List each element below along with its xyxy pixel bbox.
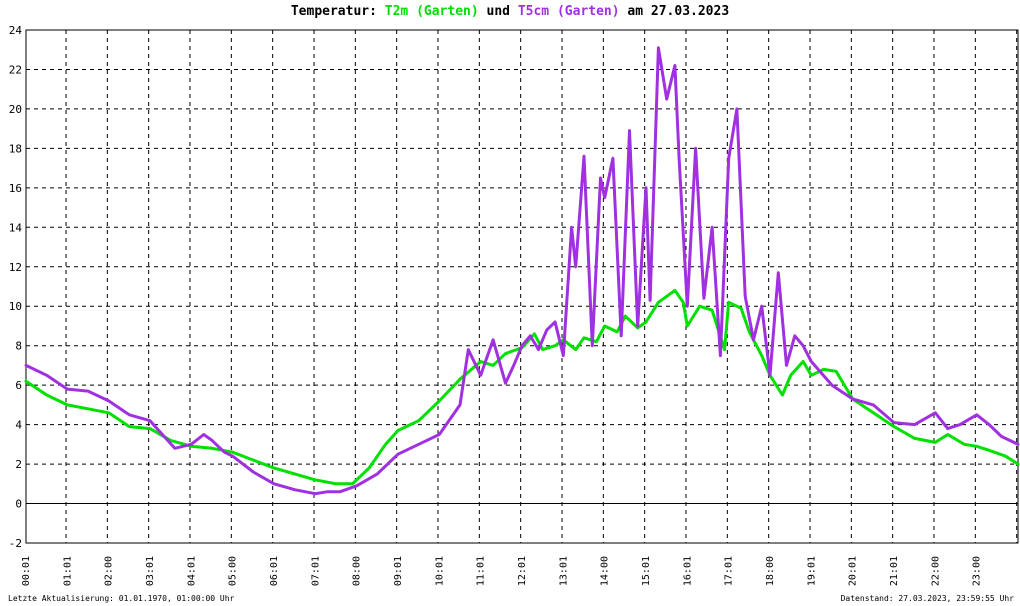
title-date: am 27.03.2023	[627, 4, 730, 19]
y-tick-label: 14	[9, 221, 23, 234]
x-tick-label: 17:01	[724, 556, 735, 586]
title-connector: und	[486, 4, 510, 19]
title-series1-label: T2m (Garten)	[384, 4, 479, 19]
x-tick-label: 02:00	[104, 556, 115, 586]
x-tick-label: 20:01	[848, 556, 859, 586]
x-tick-label: 04:01	[186, 556, 197, 586]
y-tick-label: 10	[9, 300, 22, 313]
plot-frame	[25, 29, 1019, 544]
x-tick-label: 14:00	[600, 556, 611, 586]
x-tick-label: 11:01	[476, 556, 487, 586]
x-tick-label: 15:01	[641, 556, 652, 586]
x-tick-label: 06:01	[269, 556, 280, 586]
y-tick-label: 2	[15, 458, 22, 471]
x-tick-label: 16:01	[682, 556, 693, 586]
y-tick-label: -2	[9, 537, 22, 550]
x-tick-label: 23:00	[972, 556, 983, 586]
t2m-series-line	[24, 288, 1020, 486]
x-tick-label: 00:01	[21, 556, 32, 586]
x-tick-label: 01:01	[62, 556, 73, 586]
y-tick-label: 6	[15, 379, 22, 392]
x-tick-label: 19:01	[806, 556, 817, 586]
y-tick-label: 22	[9, 63, 22, 76]
footer-last-update: Letzte Aktualisierung: 01.01.1970, 01:00…	[8, 594, 235, 603]
x-tick-label: 10:01	[434, 556, 445, 586]
x-tick-label: 21:01	[889, 556, 900, 586]
x-tick-label: 09:01	[393, 556, 404, 586]
footer-data-status: Datenstand: 27.03.2023, 23:59:55 Uhr	[840, 594, 1014, 603]
x-tick-label: 05:00	[228, 556, 239, 586]
x-tick-label: 13:01	[558, 556, 569, 586]
x-tick-label: 18:00	[765, 556, 776, 586]
y-tick-label: 24	[9, 24, 23, 37]
y-tick-label: 18	[9, 142, 22, 155]
y-tick-label: 20	[9, 103, 22, 116]
t5cm-series-line	[24, 46, 1020, 496]
x-tick-label: 03:01	[145, 556, 156, 586]
y-tick-label: 16	[9, 182, 22, 195]
x-tick-label: 22:00	[930, 556, 941, 586]
x-tick-label: 12:01	[517, 556, 528, 586]
chart-title: Temperatur: T2m (Garten) und T5cm (Garte…	[0, 4, 1020, 19]
x-tick-label: 07:01	[310, 556, 321, 586]
title-prefix: Temperatur:	[290, 4, 377, 19]
y-tick-label: 0	[15, 498, 22, 511]
title-series2-label: T5cm (Garten)	[517, 4, 620, 19]
y-tick-label: 4	[15, 419, 22, 432]
x-tick-label: 08:00	[352, 556, 363, 586]
y-tick-label: 8	[15, 340, 22, 353]
y-tick-label: 12	[9, 261, 22, 274]
